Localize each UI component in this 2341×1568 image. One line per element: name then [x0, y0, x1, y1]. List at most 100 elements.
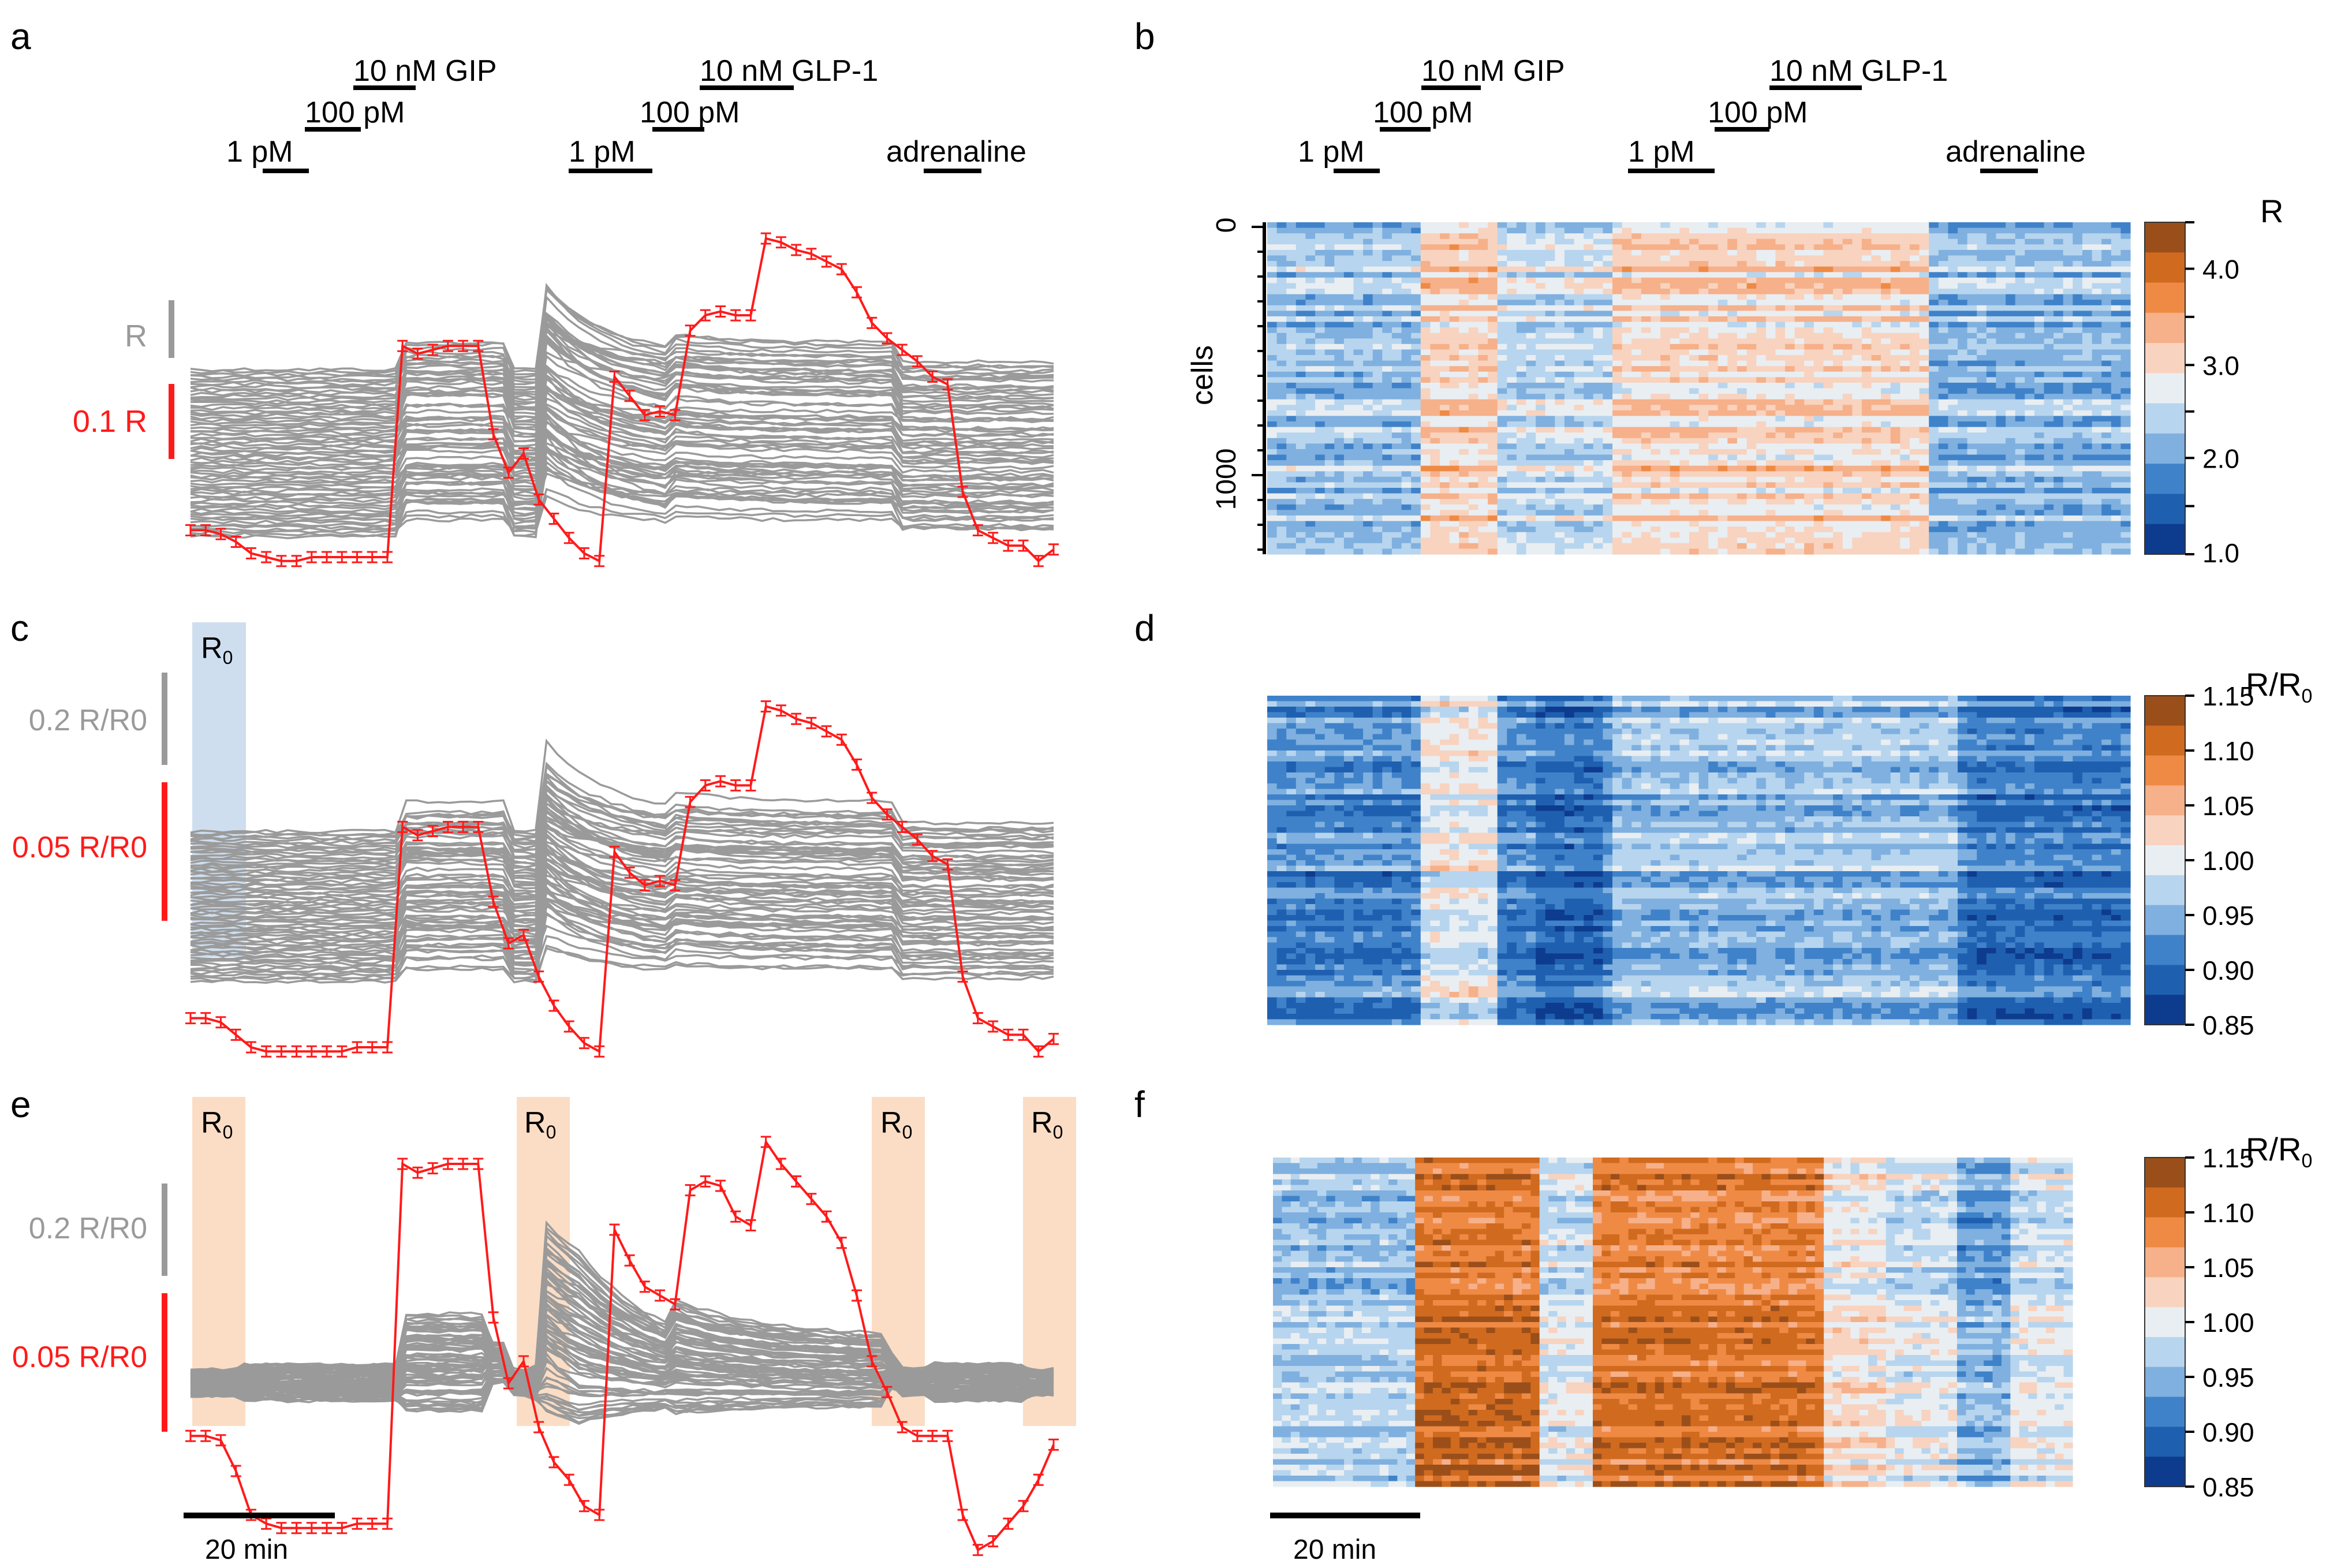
heatmap-cell [1305, 465, 1316, 472]
heatmap-cell [1382, 366, 1392, 372]
heatmap-cell [1507, 277, 1517, 283]
heatmap-cell [1746, 311, 1757, 317]
cell-trace [190, 282, 1054, 390]
heatmap-cell [1737, 432, 1748, 439]
heatmap-cell [2006, 255, 2016, 262]
heatmap-cell [1295, 305, 1306, 311]
heatmap-cell [1881, 388, 1891, 394]
heatmap-cell [1919, 272, 1929, 278]
heatmap-cell [1756, 454, 1767, 461]
heatmap-cell [2015, 255, 2025, 262]
heatmap-cell [1804, 272, 1814, 278]
heatmap-cell [1526, 316, 1536, 323]
heatmap-cell [1938, 283, 1948, 289]
heatmap-cell [1861, 360, 1872, 367]
heatmap-cell [1603, 349, 1613, 356]
heatmap-cell [1718, 438, 1728, 444]
heatmap-cell [1890, 289, 1901, 295]
heatmap-cell [1938, 394, 1948, 400]
heatmap-cell [2120, 471, 2131, 477]
heatmap-cell [1382, 289, 1392, 295]
heatmap-cell [1890, 349, 1901, 356]
heatmap-cell [1861, 272, 1872, 278]
heatmap-cell [1689, 249, 1700, 256]
heatmap-cell [1622, 277, 1632, 283]
heatmap-cell [1622, 371, 1632, 378]
heatmap-cell [1584, 322, 1594, 328]
heatmap-cell [1765, 394, 1776, 400]
heatmap-cell [1516, 427, 1527, 433]
heatmap-cell [1286, 316, 1297, 323]
heatmap-cell [1324, 283, 1335, 289]
heatmap-cell [1842, 399, 1853, 405]
heatmap-cell [1631, 355, 1642, 361]
heatmap-cell [1536, 338, 1546, 345]
heatmap-cell [1564, 460, 1575, 466]
heatmap-cell [1861, 233, 1872, 240]
heatmap-cell [1689, 333, 1700, 339]
heatmap-cell [2025, 449, 2035, 456]
heatmap-cell [1286, 399, 1297, 405]
heatmap-cell [1861, 371, 1872, 378]
heatmap-cell [1804, 316, 1814, 323]
heatmap-cell [1804, 261, 1814, 267]
heatmap-cell [2015, 438, 2025, 444]
heatmap-cell [1890, 255, 1901, 262]
heatmap-cell [1737, 261, 1748, 267]
heatmap-cell [1919, 227, 1929, 234]
heatmap-cell [2015, 399, 2025, 405]
heatmap-cell [1804, 465, 1814, 472]
heatmap-cell [1382, 377, 1392, 383]
heatmap-cell [1334, 305, 1345, 311]
heatmap-cell [1391, 277, 1402, 283]
heatmap-cell [1401, 238, 1412, 245]
heatmap-cell [1324, 244, 1335, 251]
heatmap-cell [2006, 355, 2016, 361]
heatmap-cell [1276, 476, 1287, 483]
heatmap-cell [1593, 294, 1603, 300]
heatmap-cell [1343, 333, 1354, 339]
heatmap-cell [1842, 322, 1853, 328]
heatmap-cell [1967, 371, 1977, 378]
heatmap-cell [1603, 465, 1613, 472]
heatmap-cell [2034, 305, 2045, 311]
scalebar-grey-e-label: 0.2 R/R0 [29, 1212, 147, 1245]
heatmap-cell [1670, 233, 1680, 240]
heatmap-cell [1564, 289, 1575, 295]
heatmap-cell [1420, 255, 1431, 262]
heatmap-cell [1286, 227, 1297, 234]
heatmap-cell [1631, 421, 1642, 428]
heatmap-cell [1382, 316, 1392, 323]
heatmap-cell [1948, 366, 1958, 372]
heatmap-cell [1775, 349, 1786, 356]
heatmap-cell [2092, 333, 2102, 339]
heatmap-cell [1363, 344, 1373, 350]
heatmap-cell [1334, 311, 1345, 317]
heatmap-cell [1938, 382, 1948, 389]
heatmap-cell [2092, 244, 2102, 251]
heatmap-cell [2073, 311, 2083, 317]
heatmap-cell [1996, 355, 2006, 361]
heatmap-cell [1746, 366, 1757, 372]
heatmap-cell [2101, 344, 2112, 350]
heatmap-cell [1746, 416, 1757, 422]
heatmap-cell [1420, 443, 1431, 450]
heatmap-cell [1919, 432, 1929, 439]
heatmap-cell [1497, 227, 1507, 234]
heatmap-cell [1833, 460, 1843, 466]
heatmap-cell [1459, 438, 1469, 444]
heatmap-cell [1536, 377, 1546, 383]
heatmap-cell [1929, 449, 1939, 456]
heatmap-cell [1958, 377, 1968, 383]
heatmap-cell [1708, 471, 1719, 477]
heatmap-cell [1823, 283, 1834, 289]
heatmap-cell [1890, 261, 1901, 267]
heatmap-cell [2053, 432, 2064, 439]
heatmap-cell [1977, 454, 1987, 461]
heatmap-cell [1593, 410, 1603, 416]
mean-trace-a [185, 232, 1059, 568]
heatmap-cell [1526, 233, 1536, 240]
heatmap-cell [1286, 255, 1297, 262]
heatmap-cell [1555, 427, 1565, 433]
heatmap-cell [1737, 238, 1748, 245]
